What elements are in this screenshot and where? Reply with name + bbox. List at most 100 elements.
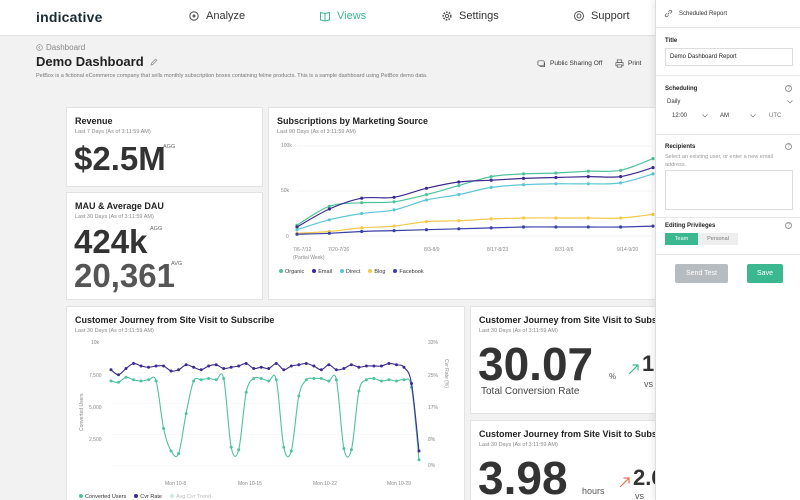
- data-point[interactable]: [619, 216, 623, 220]
- timezone-select[interactable]: UTC: [769, 113, 789, 119]
- data-point[interactable]: [199, 378, 203, 382]
- edit-pencil-icon[interactable]: [150, 58, 158, 66]
- data-point[interactable]: [364, 378, 368, 382]
- data-point[interactable]: [554, 225, 558, 229]
- data-point[interactable]: [169, 369, 173, 373]
- ampm-select[interactable]: AM: [720, 113, 756, 119]
- data-point[interactable]: [319, 377, 323, 380]
- data-point[interactable]: [199, 368, 203, 372]
- data-point[interactable]: [360, 211, 364, 216]
- data-point[interactable]: [392, 200, 396, 204]
- data-point[interactable]: [424, 228, 429, 232]
- data-point[interactable]: [360, 226, 364, 230]
- data-point[interactable]: [342, 447, 346, 450]
- data-point[interactable]: [457, 184, 461, 188]
- data-point[interactable]: [651, 212, 655, 216]
- data-point[interactable]: [274, 362, 278, 365]
- data-point[interactable]: [586, 175, 590, 179]
- data-point[interactable]: [154, 364, 158, 368]
- series-line-blog[interactable]: [296, 213, 654, 234]
- data-point[interactable]: [457, 180, 461, 184]
- legend-item[interactable]: Direct: [340, 269, 360, 275]
- data-point[interactable]: [489, 175, 493, 179]
- data-point[interactable]: [192, 365, 196, 369]
- data-point[interactable]: [184, 412, 188, 415]
- data-point[interactable]: [162, 364, 166, 368]
- data-point[interactable]: [392, 229, 396, 233]
- data-point[interactable]: [124, 375, 128, 379]
- data-point[interactable]: [357, 365, 361, 369]
- data-point[interactable]: [392, 224, 396, 228]
- data-point[interactable]: [334, 378, 338, 382]
- data-point[interactable]: [392, 195, 396, 199]
- data-point[interactable]: [554, 182, 558, 186]
- nav-support[interactable]: Support: [573, 10, 630, 22]
- data-point[interactable]: [651, 224, 655, 228]
- series-line-direct[interactable]: [296, 173, 654, 231]
- data-point[interactable]: [409, 382, 413, 385]
- data-point[interactable]: [267, 367, 271, 370]
- time-to-convert-card[interactable]: Customer Journey from Site Visit to Subs…: [470, 420, 656, 500]
- series-line-converted-users[interactable]: [110, 373, 420, 460]
- data-point[interactable]: [327, 218, 331, 222]
- data-point[interactable]: [259, 365, 263, 369]
- data-point[interactable]: [169, 449, 173, 453]
- print-button[interactable]: Print: [615, 59, 641, 68]
- nav-analyze[interactable]: Analyze: [188, 10, 245, 22]
- data-point[interactable]: [457, 227, 461, 231]
- data-point[interactable]: [489, 226, 493, 230]
- legend-item[interactable]: Cvr Rate: [134, 494, 162, 500]
- data-point[interactable]: [372, 377, 376, 380]
- data-point[interactable]: [360, 201, 364, 205]
- data-point[interactable]: [402, 365, 406, 369]
- data-point[interactable]: [349, 363, 353, 367]
- conversion-rate-card[interactable]: Customer Journey from Site Visit to Subs…: [470, 306, 656, 414]
- series-line-facebook[interactable]: [296, 225, 654, 235]
- data-point[interactable]: [349, 448, 353, 452]
- revenue-card[interactable]: Revenue Last 7 Days (As of 3:11:59 AM) $…: [66, 107, 263, 187]
- data-point[interactable]: [109, 379, 113, 383]
- data-point[interactable]: [274, 378, 278, 382]
- data-point[interactable]: [327, 363, 331, 367]
- legend-item[interactable]: Organic: [279, 269, 304, 275]
- data-point[interactable]: [489, 217, 493, 221]
- data-point[interactable]: [312, 377, 316, 380]
- subscriptions-chart[interactable]: 100k 50k 0 7/6-7/12 7/20-7/26 8/3-8/9 8/…: [269, 108, 657, 301]
- data-point[interactable]: [417, 449, 421, 453]
- data-point[interactable]: [304, 378, 308, 382]
- data-point[interactable]: [554, 175, 558, 180]
- data-point[interactable]: [424, 193, 429, 197]
- data-point[interactable]: [117, 380, 121, 384]
- frequency-select[interactable]: Daily: [667, 99, 793, 105]
- data-point[interactable]: [424, 198, 429, 202]
- data-point[interactable]: [489, 185, 493, 189]
- legend-item[interactable]: Converted Users: [79, 494, 126, 500]
- data-point[interactable]: [184, 363, 188, 367]
- data-point[interactable]: [252, 367, 256, 370]
- data-point[interactable]: [132, 378, 136, 382]
- data-point[interactable]: [162, 427, 166, 430]
- data-point[interactable]: [244, 362, 248, 365]
- data-point[interactable]: [222, 377, 226, 380]
- data-point[interactable]: [394, 363, 398, 367]
- data-point[interactable]: [177, 368, 181, 372]
- data-point[interactable]: [327, 204, 331, 208]
- data-point[interactable]: [147, 378, 151, 382]
- data-point[interactable]: [554, 216, 558, 220]
- data-point[interactable]: [387, 362, 391, 365]
- data-point[interactable]: [372, 364, 376, 368]
- data-point[interactable]: [586, 169, 590, 173]
- nav-settings[interactable]: Settings: [441, 10, 499, 22]
- data-point[interactable]: [229, 445, 233, 449]
- data-point[interactable]: [521, 216, 526, 220]
- data-point[interactable]: [387, 378, 391, 382]
- data-point[interactable]: [360, 196, 364, 200]
- personal-toggle[interactable]: Personal: [698, 233, 738, 245]
- data-point[interactable]: [312, 364, 316, 368]
- data-point[interactable]: [304, 362, 308, 365]
- data-point[interactable]: [252, 377, 256, 380]
- legend-item[interactable]: Avg Cvr Trend: [169, 494, 211, 500]
- data-point[interactable]: [177, 452, 181, 455]
- data-point[interactable]: [139, 364, 143, 368]
- data-point[interactable]: [521, 225, 526, 229]
